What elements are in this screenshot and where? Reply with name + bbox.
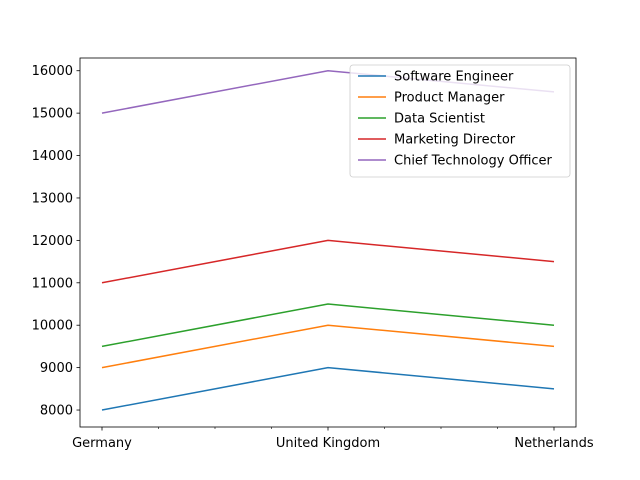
legend-label-3: Marketing Director [394, 133, 516, 148]
x-tick-label-2: Netherlands [514, 436, 593, 451]
series-layer [101, 69, 555, 411]
y-tick-label-3: 11000 [32, 276, 73, 291]
legend-label-2: Data Scientist [394, 112, 485, 127]
y-tick-label-0: 8000 [40, 404, 73, 419]
legend-label-4: Chief Technology Officer [394, 154, 553, 169]
y-tick-label-2: 10000 [32, 319, 73, 334]
y-tick-label-6: 14000 [32, 149, 73, 164]
series-line-3 [101, 239, 555, 284]
x-tick-label-1: United Kingdom [276, 436, 380, 451]
y-tick-label-8: 16000 [32, 64, 73, 79]
legend-label-1: Product Manager [394, 91, 505, 106]
series-line-2 [101, 303, 555, 348]
series-line-1 [101, 324, 555, 369]
legend-box [349, 64, 571, 178]
x-tick-label-0: Germany [72, 436, 132, 451]
axes-layer: 8000 9000 10000 11000 12000 13000 14000 15000 16… [32, 57, 594, 451]
y-tick-label-7: 15000 [32, 107, 73, 122]
y-tick-label-1: 9000 [40, 361, 73, 376]
y-tick-label-4: 12000 [32, 234, 73, 249]
legend: Software Engineer Product Manager Data Sci… [349, 64, 571, 178]
legend-label-0: Software Engineer [394, 70, 514, 85]
y-tick-label-5: 13000 [32, 191, 73, 206]
series-line-0 [101, 366, 555, 411]
